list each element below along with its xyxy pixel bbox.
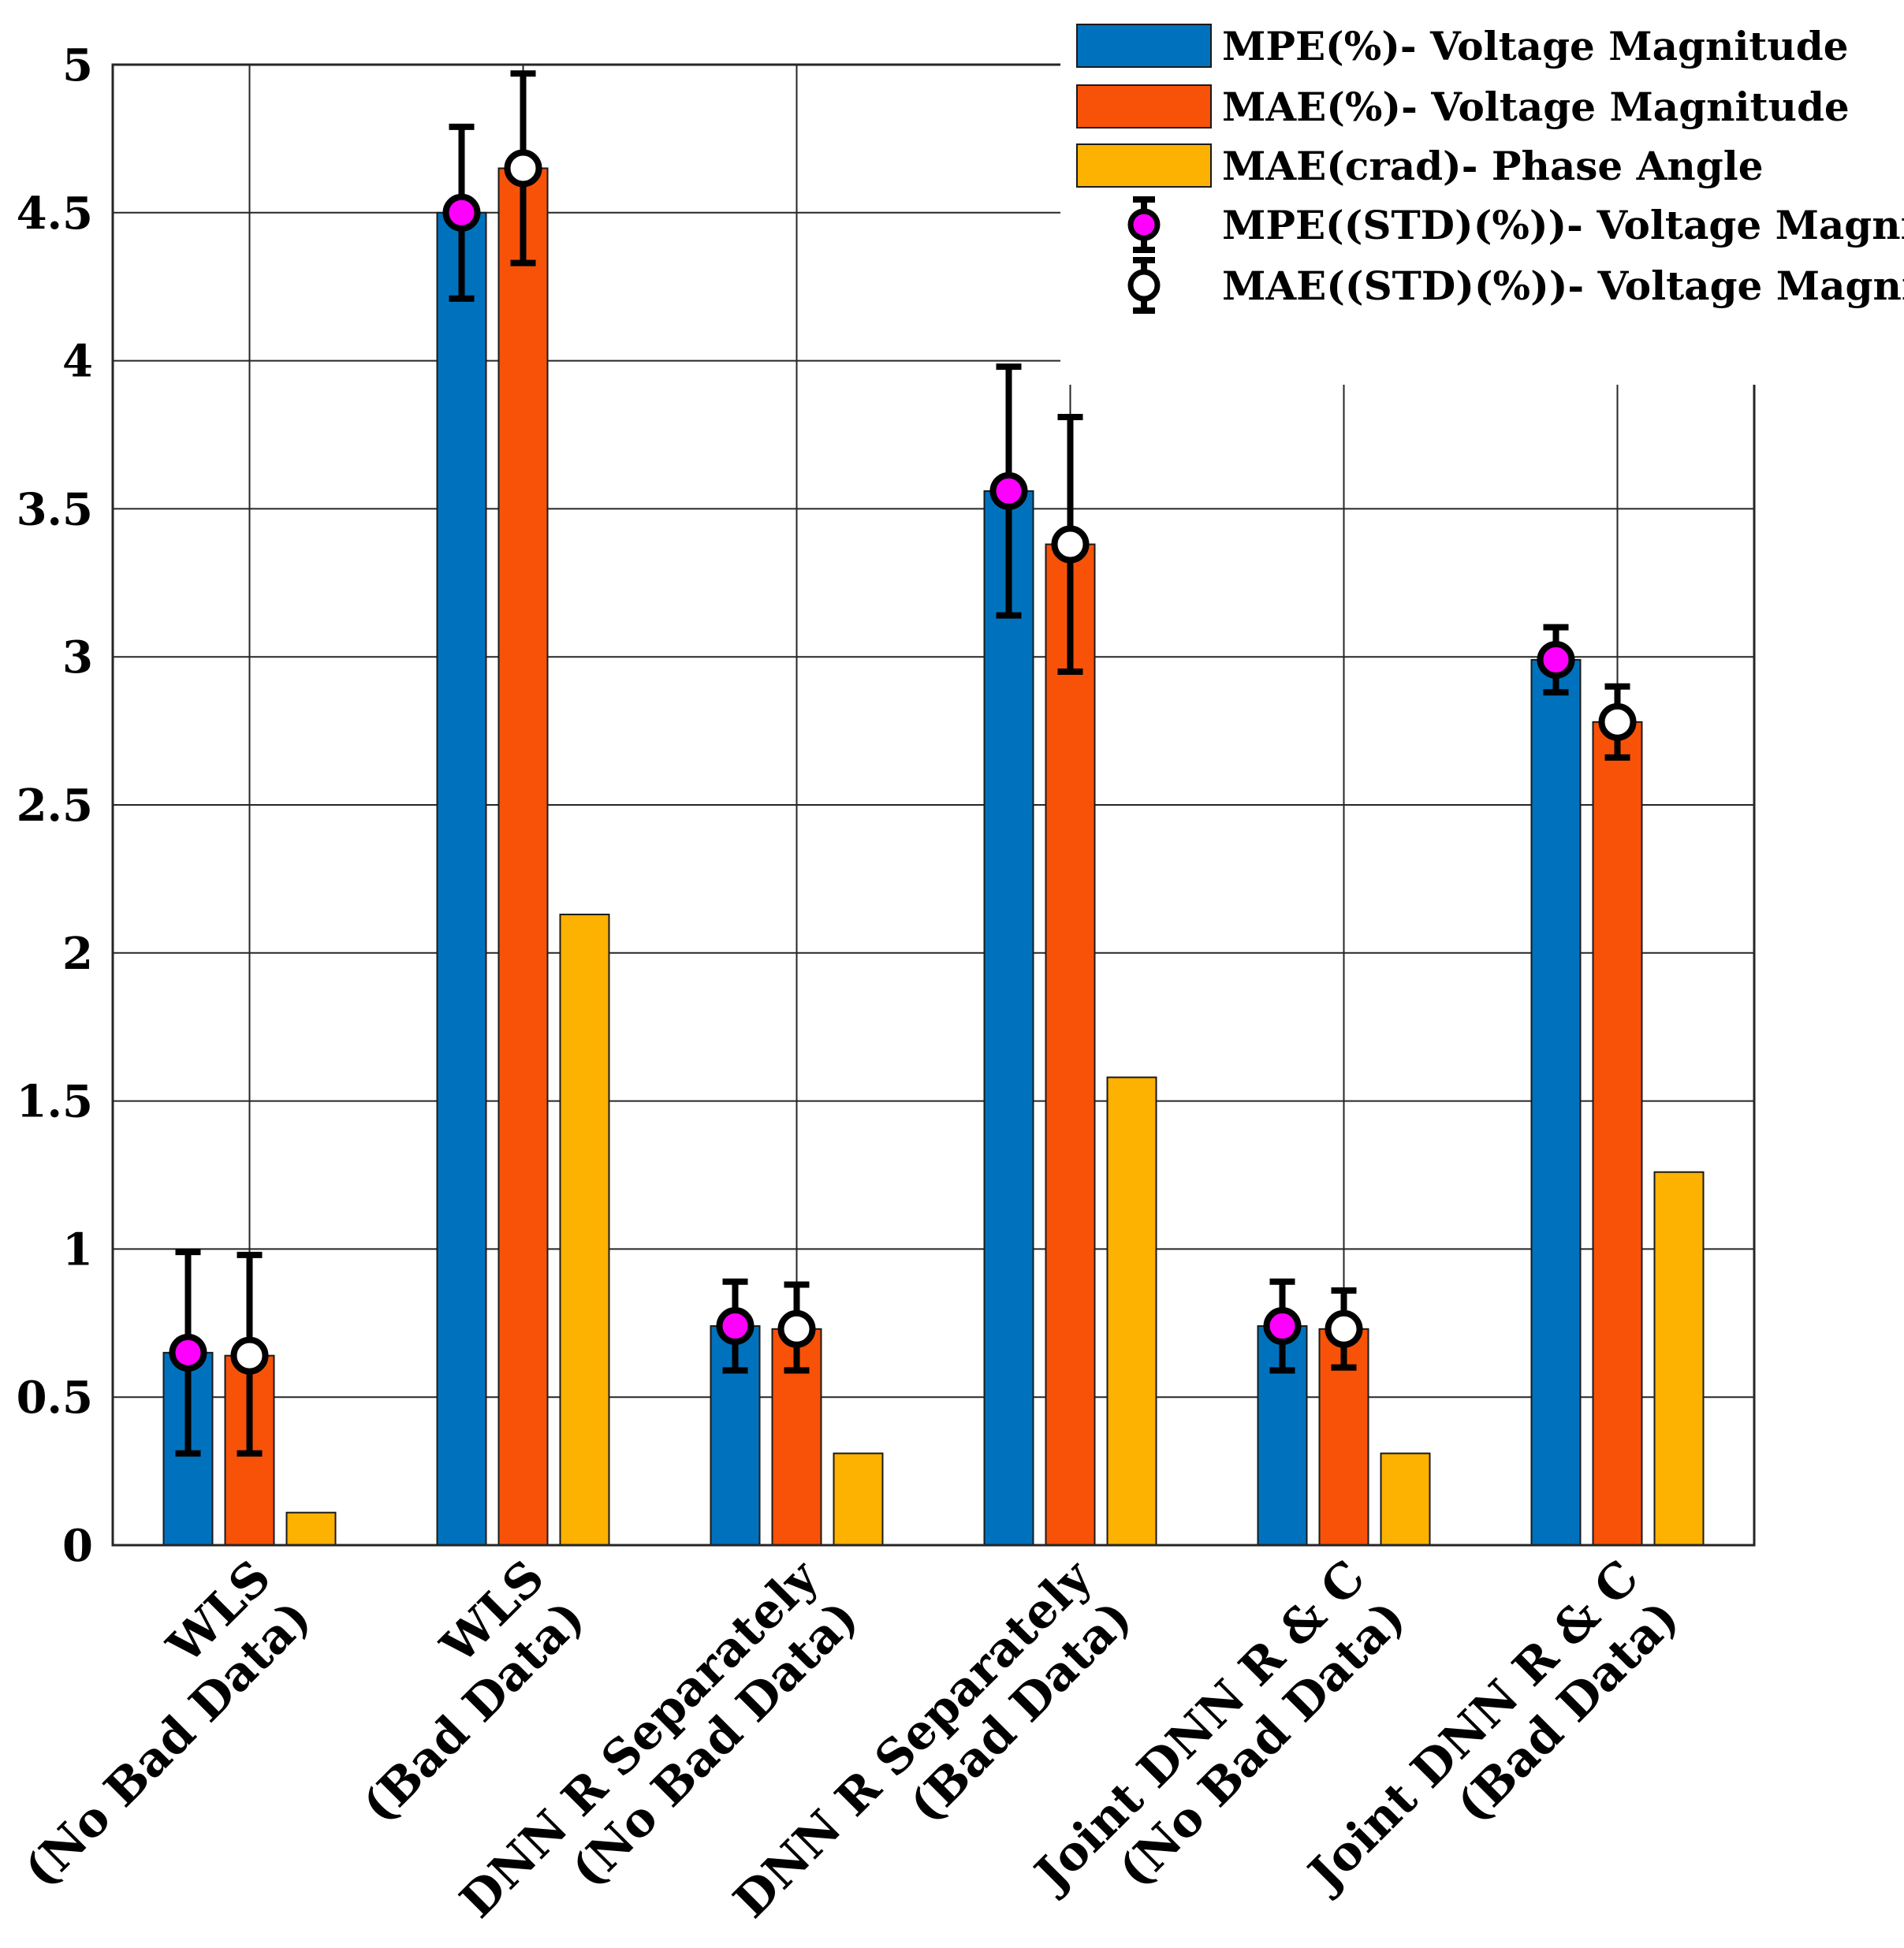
bar-layer [162,167,1705,1547]
y-tick-label: 2.5 [17,780,93,832]
y-tick-label: 4.5 [17,188,93,240]
y-tick-label: 4 [62,336,93,388]
error-bar-marker [1598,702,1637,741]
legend-label-1: MPE(%)- Voltage Magnitude [1222,23,1849,69]
legend-errbar-marker [1127,269,1161,302]
bar-1-2 [436,211,487,1546]
y-tick-label: 2 [62,928,93,980]
error-bar-layer [169,70,1637,1457]
error-bar-marker [1263,1307,1302,1346]
bar-3-4 [1106,1076,1157,1546]
error-bar-marker [230,1336,269,1375]
error-bar-marker [504,149,542,188]
bar-2-6 [1592,721,1643,1546]
bar-3-6 [1653,1171,1705,1547]
bar-1-5 [1257,1325,1308,1547]
error-bar-marker [169,1333,207,1372]
bar-1-4 [983,490,1034,1546]
bar-2-2 [497,167,549,1547]
legend: MPE(%)- Voltage Magnitude MAE(%)- Voltage… [1060,12,1904,385]
bar-2-4 [1045,543,1096,1546]
bar-3-1 [285,1511,337,1546]
legend-box [1060,12,1900,385]
y-tick-label: 0 [62,1520,93,1572]
legend-label-errbar-2: MAE((STD)(%))- Voltage Magnitude [1222,263,1904,309]
error-bar-marker [989,471,1028,510]
y-tick-label: 3.5 [17,483,93,535]
error-bar-marker [1537,640,1575,679]
legend-swatch-3 [1076,143,1212,188]
error-bar-marker [716,1307,755,1346]
error-bar-marker [1051,525,1090,564]
legend-label-3: MAE(crad)- Phase Angle [1222,143,1764,189]
bar-3-5 [1380,1452,1431,1546]
y-tick-label: 5 [62,39,93,91]
legend-swatch-2 [1076,84,1212,129]
bar-3-3 [833,1452,884,1546]
legend-label-errbar-1: MPE((STD)(%))- Voltage Magnitude [1222,202,1904,248]
bar-1-6 [1530,658,1582,1546]
error-bar-marker [777,1309,816,1348]
bar-3-2 [559,913,610,1547]
plot-frame [111,63,1756,1547]
y-tick-label: 1 [62,1224,93,1276]
error-bar-marker [1325,1309,1363,1348]
y-tick-label: 0.5 [17,1372,93,1424]
y-axis-tick-labels: 0 0.5 1 1.5 2 2.5 3 3.5 4 4.5 5 [17,39,93,1572]
error-bar-marker [442,193,481,232]
y-tick-label: 3 [62,631,93,683]
legend-errbar-marker [1127,208,1161,241]
y-tick-label: 1.5 [17,1076,93,1128]
legend-swatch-1 [1076,24,1212,68]
legend-label-2: MAE(%)- Voltage Magnitude [1222,84,1850,130]
